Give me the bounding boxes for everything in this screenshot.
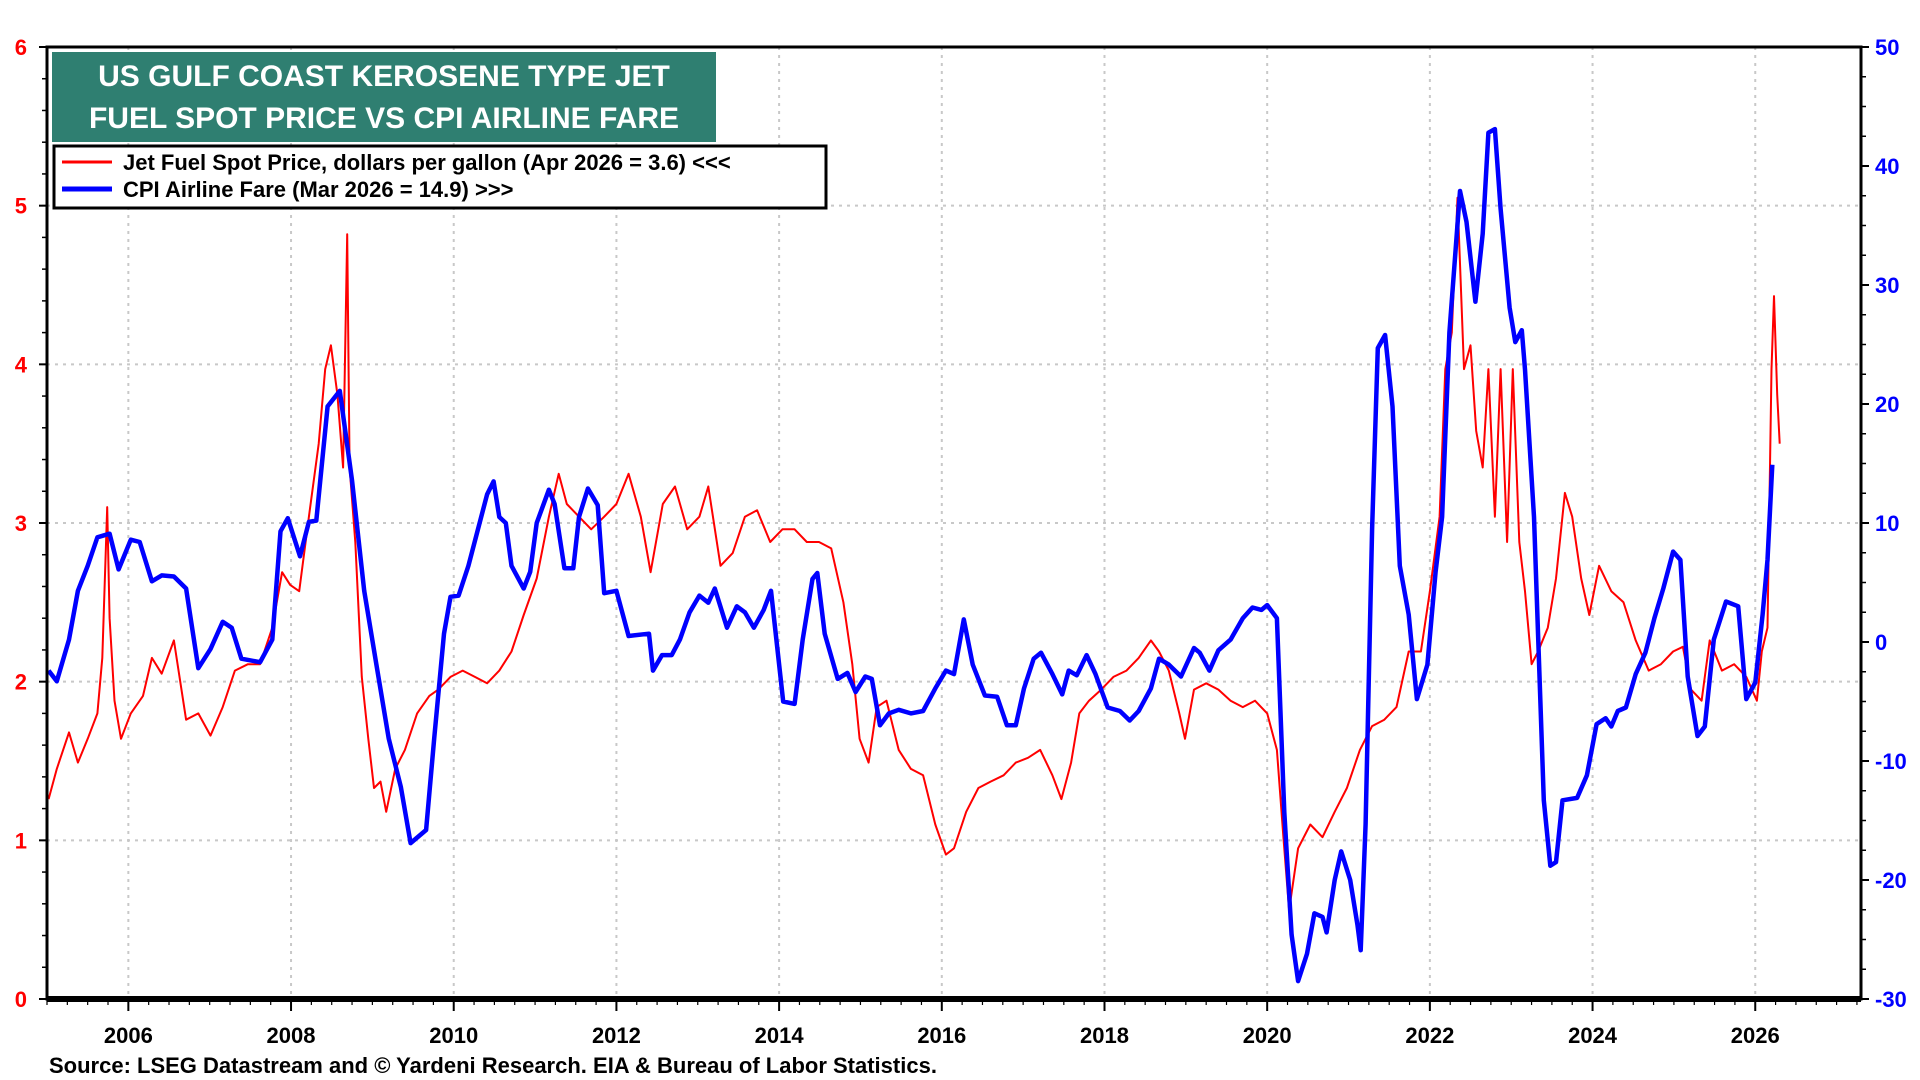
x-tick-label: 2020 <box>1243 1023 1292 1048</box>
right-tick-label: 30 <box>1875 273 1899 298</box>
x-tick-label: 2010 <box>429 1023 478 1048</box>
x-tick-label: 2022 <box>1405 1023 1454 1048</box>
left-tick-label: 2 <box>15 670 27 695</box>
left-tick-label: 4 <box>15 352 28 377</box>
x-tick-label: 2018 <box>1080 1023 1129 1048</box>
left-tick-label: 0 <box>15 987 27 1012</box>
legend-box <box>52 144 828 210</box>
left-tick-label: 5 <box>15 194 27 219</box>
series-line-cpi-airline <box>46 126 1775 984</box>
x-tick-label: 2026 <box>1731 1023 1780 1048</box>
axes: 0 1 2 3 4 5 6 -30 -20 -10 0 10 20 30 40 50 2006 2008 2010 2… <box>15 35 1907 1048</box>
right-tick-label: -20 <box>1875 868 1907 893</box>
right-tick-label: -30 <box>1875 987 1907 1012</box>
title-line-1: US GULF COAST KEROSENE TYPE JET <box>98 60 670 93</box>
series-line-jet-fuel <box>47 196 1781 912</box>
left-tick-label: 1 <box>15 828 27 853</box>
right-tick-label: 0 <box>1875 630 1887 655</box>
right-tick-label: 40 <box>1875 154 1899 179</box>
right-tick-label: 50 <box>1875 35 1899 60</box>
legend: Jet Fuel Spot Price, dollars per gallon … <box>52 144 828 210</box>
left-tick-label: 6 <box>15 35 27 60</box>
source-note: Source: LSEG Datastream and © Yardeni Re… <box>49 1053 937 1078</box>
title-background <box>52 52 716 142</box>
right-tick-label: -10 <box>1875 749 1907 774</box>
title-box: US GULF COAST KEROSENE TYPE JET FUEL SPO… <box>52 52 716 142</box>
title-line-2: FUEL SPOT PRICE VS CPI AIRLINE FARE <box>89 102 679 135</box>
grid <box>47 47 1861 999</box>
x-tick-label: 2014 <box>755 1023 805 1048</box>
left-tick-label: 3 <box>15 511 27 536</box>
legend-label-jet-fuel: Jet Fuel Spot Price, dollars per gallon … <box>123 150 731 175</box>
x-tick-label: 2008 <box>267 1023 316 1048</box>
right-tick-label: 10 <box>1875 511 1899 536</box>
right-tick-label: 20 <box>1875 392 1899 417</box>
x-tick-label: 2016 <box>917 1023 966 1048</box>
legend-label-cpi-airline: CPI Airline Fare (Mar 2026 = 14.9) >>> <box>123 177 514 202</box>
x-tick-label: 2012 <box>592 1023 641 1048</box>
x-tick-label: 2024 <box>1568 1023 1618 1048</box>
x-tick-label: 2006 <box>104 1023 153 1048</box>
series-layer <box>46 126 1781 984</box>
